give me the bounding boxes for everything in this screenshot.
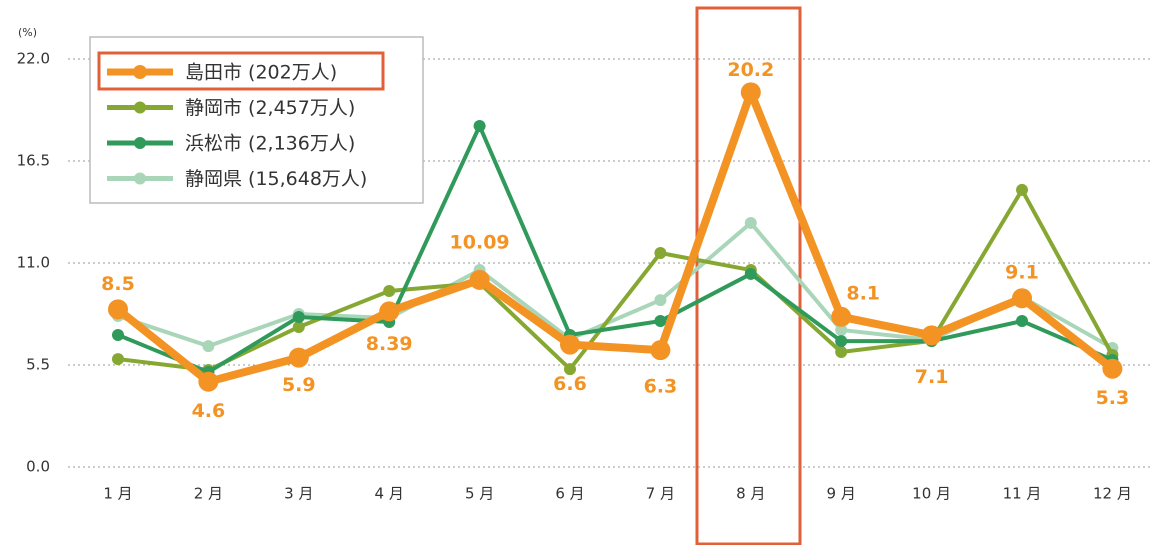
data-point <box>469 269 490 290</box>
data-point <box>835 323 848 336</box>
data-point <box>383 285 396 298</box>
data-point <box>1102 358 1123 379</box>
legend-label: 島田市 (202万人) <box>185 62 337 84</box>
data-point <box>292 310 305 323</box>
unit-label: (%) <box>18 26 37 39</box>
data-point <box>1016 183 1028 196</box>
data-label: 6.3 <box>644 376 678 398</box>
x-tick-label: 5 月 <box>465 485 494 503</box>
data-point <box>288 347 309 368</box>
series-line <box>117 187 1115 373</box>
legend-marker <box>134 101 146 114</box>
data-point <box>650 340 671 361</box>
legend-marker <box>134 172 146 185</box>
legend-highlight <box>97 51 385 91</box>
data-point <box>198 371 219 392</box>
data-label: 7.1 <box>915 366 949 388</box>
data-label: 8.5 <box>101 273 135 295</box>
data-point <box>835 335 848 348</box>
x-tick-label: 2 月 <box>194 485 223 503</box>
x-tick-label: 7 月 <box>646 485 675 503</box>
data-label: 8.39 <box>366 333 413 355</box>
data-point <box>740 82 761 103</box>
series-line <box>117 123 1114 375</box>
data-label: 6.6 <box>553 373 587 395</box>
data-point <box>564 363 576 376</box>
data-point <box>112 328 124 341</box>
data-label: 10.09 <box>450 231 510 253</box>
legend-label: 静岡県 (15,648万人) <box>185 168 367 190</box>
x-tick-label: 8 月 <box>736 485 765 503</box>
highlight-column <box>695 6 802 545</box>
x-tick-label: 9 月 <box>827 485 856 503</box>
data-point <box>379 301 400 322</box>
x-tick-label: 4 月 <box>375 485 404 503</box>
y-tick-label: 16.5 <box>17 152 50 170</box>
data-label: 5.9 <box>282 374 316 396</box>
data-point <box>473 119 486 132</box>
data-point <box>1012 288 1032 309</box>
legend-marker <box>133 65 147 79</box>
x-tick-label: 10 月 <box>912 485 951 503</box>
x-tick-label: 1 月 <box>103 485 132 503</box>
x-tick-label: 12 月 <box>1093 485 1132 503</box>
y-tick-label: 0.0 <box>26 458 50 476</box>
data-point <box>654 294 667 307</box>
data-point <box>560 334 580 355</box>
data-label: 20.2 <box>727 59 774 81</box>
legend: 島田市 (202万人) 静岡市 (2,457万人) 浜松市 (2,136万人) 静岡県… <box>107 62 367 190</box>
data-point <box>744 267 757 280</box>
data-point <box>1016 315 1028 328</box>
series-line <box>115 88 1115 386</box>
data-point <box>108 299 128 320</box>
legend-marker <box>134 137 146 149</box>
y-tick-label: 5.5 <box>26 356 50 374</box>
data-point <box>835 346 848 359</box>
x-tick-label: 3 月 <box>284 485 313 503</box>
data-label: 4.6 <box>192 400 226 422</box>
data-label: 5.3 <box>1096 387 1130 409</box>
data-point <box>202 340 215 353</box>
data-point <box>112 353 124 366</box>
data-point <box>744 216 757 229</box>
data-label: 8.1 <box>846 282 880 304</box>
x-tick-label: 11 月 <box>1003 485 1042 503</box>
legend-label: 浜松市 (2,136万人) <box>185 133 355 155</box>
y-tick-label: 22.0 <box>17 50 50 68</box>
y-tick-label: 11.0 <box>17 254 50 272</box>
x-tick-label: 6 月 <box>555 485 584 503</box>
legend-label: 静岡市 (2,457万人) <box>185 97 355 119</box>
data-point <box>831 306 852 327</box>
data-point <box>654 315 667 328</box>
data-point <box>921 325 942 346</box>
legend-box <box>89 36 424 204</box>
data-point <box>654 246 667 259</box>
data-point <box>292 320 305 333</box>
data-label: 9.1 <box>1005 262 1039 284</box>
